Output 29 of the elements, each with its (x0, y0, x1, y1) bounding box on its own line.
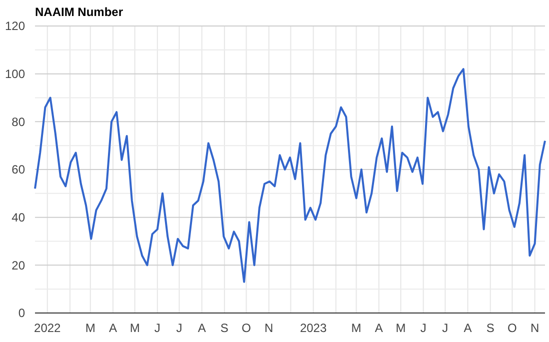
x-tick-label: M (85, 321, 96, 335)
x-tick-label: A (198, 321, 206, 335)
x-tick-label: A (108, 321, 117, 335)
x-tick-label: J (442, 321, 448, 335)
y-tick-label: 100 (4, 67, 26, 82)
y-tick-label: 80 (12, 114, 26, 129)
x-tick-label: 2022 (34, 321, 62, 335)
y-tick-label: 0 (18, 306, 26, 320)
y-tick-label: 40 (12, 210, 26, 225)
x-tick-label: M (130, 321, 140, 335)
y-tick-label: 120 (4, 19, 26, 34)
x-tick-label: J (420, 321, 426, 335)
x-tick-label: M (351, 321, 362, 335)
x-tick-label: N (264, 321, 274, 335)
x-tick-label: 2023 (300, 321, 327, 335)
x-tick-label: S (486, 321, 494, 335)
x-tick-label: J (176, 321, 182, 335)
x-tick-label: A (464, 321, 472, 335)
x-tick-label: S (220, 321, 228, 335)
x-tick-label: M (396, 321, 406, 335)
x-tick-label: O (508, 321, 517, 335)
y-tick-label: 60 (12, 162, 26, 177)
line-series (34, 68, 546, 283)
chart-title: NAAIM Number (35, 5, 124, 19)
x-tick-label: A (374, 321, 383, 335)
x-tick-label: O (242, 321, 251, 335)
x-tick-label: N (530, 321, 540, 335)
x-tick-label: J (154, 321, 160, 335)
y-tick-label: 20 (12, 258, 26, 272)
